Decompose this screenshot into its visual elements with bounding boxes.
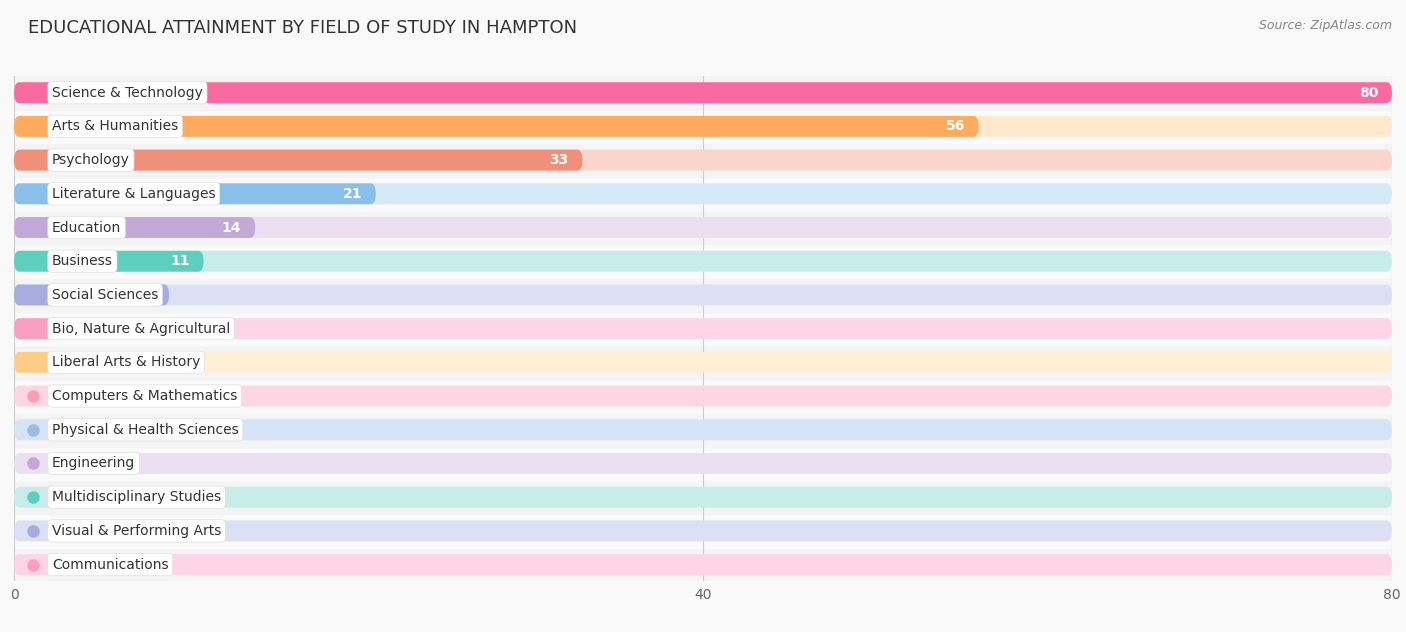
FancyBboxPatch shape: [14, 217, 1392, 238]
Text: Liberal Arts & History: Liberal Arts & History: [52, 355, 200, 369]
FancyBboxPatch shape: [14, 487, 1392, 507]
Text: Bio, Nature & Agricultural: Bio, Nature & Agricultural: [52, 322, 231, 336]
Text: 80: 80: [1358, 86, 1378, 100]
FancyBboxPatch shape: [14, 352, 100, 373]
FancyBboxPatch shape: [14, 82, 1392, 103]
Bar: [14, 177, 1392, 210]
FancyBboxPatch shape: [14, 284, 169, 305]
FancyBboxPatch shape: [14, 554, 1392, 575]
Text: Arts & Humanities: Arts & Humanities: [52, 119, 179, 133]
FancyBboxPatch shape: [14, 183, 375, 204]
Text: Business: Business: [52, 254, 112, 268]
FancyBboxPatch shape: [14, 116, 979, 137]
Text: Education: Education: [52, 221, 121, 234]
FancyBboxPatch shape: [14, 183, 1392, 204]
Text: Social Sciences: Social Sciences: [52, 288, 159, 302]
FancyBboxPatch shape: [14, 150, 582, 171]
FancyBboxPatch shape: [14, 318, 1392, 339]
Bar: [14, 143, 1392, 177]
Bar: [14, 210, 1392, 245]
FancyBboxPatch shape: [14, 150, 1392, 171]
Bar: [14, 480, 1392, 514]
Text: Science & Technology: Science & Technology: [52, 86, 202, 100]
Text: Computers & Mathematics: Computers & Mathematics: [52, 389, 238, 403]
FancyBboxPatch shape: [14, 116, 1392, 137]
FancyBboxPatch shape: [14, 520, 1392, 542]
Text: 5: 5: [77, 355, 86, 369]
Bar: [14, 245, 1392, 278]
Text: 9: 9: [146, 288, 155, 302]
Text: 56: 56: [945, 119, 965, 133]
Bar: [14, 379, 1392, 413]
FancyBboxPatch shape: [14, 318, 135, 339]
FancyBboxPatch shape: [14, 82, 1392, 103]
FancyBboxPatch shape: [14, 251, 204, 272]
FancyBboxPatch shape: [14, 352, 1392, 373]
Text: 14: 14: [222, 221, 242, 234]
Bar: [14, 312, 1392, 346]
Bar: [14, 413, 1392, 447]
Text: 11: 11: [170, 254, 190, 268]
Text: Communications: Communications: [52, 557, 169, 571]
Bar: [14, 109, 1392, 143]
Text: Physical & Health Sciences: Physical & Health Sciences: [52, 423, 239, 437]
FancyBboxPatch shape: [14, 453, 1392, 474]
Text: Literature & Languages: Literature & Languages: [52, 187, 215, 201]
Text: 7: 7: [111, 322, 121, 336]
Bar: [14, 548, 1392, 581]
FancyBboxPatch shape: [14, 419, 1392, 441]
Text: Multidisciplinary Studies: Multidisciplinary Studies: [52, 490, 221, 504]
Bar: [14, 514, 1392, 548]
FancyBboxPatch shape: [14, 386, 1392, 406]
FancyBboxPatch shape: [14, 217, 256, 238]
Text: EDUCATIONAL ATTAINMENT BY FIELD OF STUDY IN HAMPTON: EDUCATIONAL ATTAINMENT BY FIELD OF STUDY…: [28, 19, 578, 37]
FancyBboxPatch shape: [14, 284, 1392, 305]
Text: 33: 33: [550, 153, 568, 167]
FancyBboxPatch shape: [14, 251, 1392, 272]
Text: Psychology: Psychology: [52, 153, 129, 167]
Text: Visual & Performing Arts: Visual & Performing Arts: [52, 524, 221, 538]
Bar: [14, 447, 1392, 480]
Text: Engineering: Engineering: [52, 456, 135, 470]
Text: 21: 21: [343, 187, 361, 201]
Text: Source: ZipAtlas.com: Source: ZipAtlas.com: [1258, 19, 1392, 32]
Bar: [14, 346, 1392, 379]
Bar: [14, 278, 1392, 312]
Bar: [14, 76, 1392, 109]
